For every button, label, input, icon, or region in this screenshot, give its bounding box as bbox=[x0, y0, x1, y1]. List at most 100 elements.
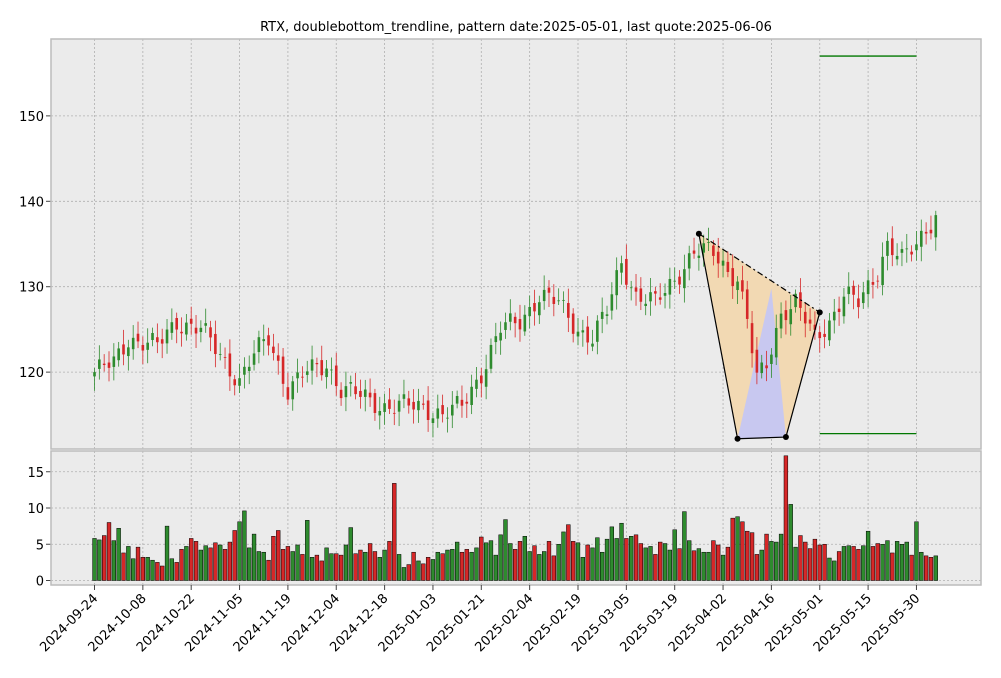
volume-tick-label: 10 bbox=[27, 502, 44, 517]
candle-body bbox=[504, 322, 507, 330]
volume-panel-frame bbox=[50, 450, 982, 586]
candle-body bbox=[170, 322, 174, 333]
volume-bar bbox=[367, 543, 373, 581]
candle-body bbox=[276, 355, 280, 361]
candle-body bbox=[117, 348, 120, 361]
volume-bar bbox=[725, 546, 731, 581]
volume-y-axis: 0 5 10 15 bbox=[27, 466, 51, 590]
candle-body bbox=[320, 360, 324, 376]
candle-body bbox=[658, 297, 662, 300]
candle-body bbox=[436, 408, 440, 419]
volume-bar bbox=[595, 537, 600, 581]
candle-body bbox=[876, 280, 880, 282]
volume-bar bbox=[919, 551, 924, 581]
candle-body bbox=[596, 320, 599, 342]
volume-bar bbox=[803, 541, 808, 581]
volume-bar bbox=[638, 543, 644, 581]
volume-bar bbox=[309, 557, 315, 581]
volume-bar bbox=[382, 549, 387, 581]
candle-body bbox=[194, 327, 198, 334]
candle-body bbox=[736, 281, 739, 291]
candle-body bbox=[98, 359, 101, 369]
candle-body bbox=[518, 319, 522, 330]
volume-bar bbox=[890, 552, 895, 581]
candle-body bbox=[151, 332, 154, 341]
volume-bar bbox=[237, 521, 242, 581]
candle-body bbox=[489, 344, 493, 369]
volume-bar bbox=[198, 549, 204, 581]
volume-bar bbox=[798, 535, 803, 581]
candle-body bbox=[750, 323, 754, 354]
candle-body bbox=[199, 327, 203, 333]
candle-body bbox=[702, 243, 706, 253]
candle-body bbox=[480, 375, 483, 384]
candle-body bbox=[165, 329, 169, 344]
volume-bar bbox=[856, 549, 861, 581]
candle-body bbox=[586, 326, 589, 343]
volume-bar bbox=[155, 562, 160, 581]
price-panel-frame bbox=[50, 38, 982, 450]
volume-bar bbox=[300, 554, 305, 581]
candle-body bbox=[712, 245, 715, 256]
volume-bar bbox=[111, 540, 116, 581]
volume-bar bbox=[425, 557, 431, 581]
volume-bar bbox=[512, 549, 518, 581]
volume-bar bbox=[498, 534, 503, 581]
volume-bar bbox=[377, 557, 382, 581]
volume-bar bbox=[396, 554, 402, 581]
candle-body bbox=[615, 270, 618, 296]
candle-body bbox=[770, 354, 773, 364]
volume-bar bbox=[430, 559, 436, 581]
volume-bar bbox=[314, 554, 320, 581]
volume-bar bbox=[150, 559, 155, 581]
candle-body bbox=[102, 363, 106, 366]
volume-bar bbox=[459, 551, 465, 581]
volume-bar bbox=[290, 551, 295, 581]
candle-body bbox=[291, 381, 295, 400]
volume-bar bbox=[846, 545, 851, 581]
candle-body bbox=[247, 366, 251, 371]
volume-bar bbox=[629, 536, 634, 581]
volume-bar bbox=[619, 522, 624, 581]
candle-body bbox=[465, 401, 469, 404]
chart-title: RTX, doublebottom_trendline, pattern dat… bbox=[260, 20, 772, 35]
candle-body bbox=[310, 359, 314, 371]
volume-bar bbox=[745, 530, 750, 581]
volume-bar bbox=[338, 554, 344, 581]
candle-body bbox=[634, 287, 638, 292]
volume-bar bbox=[295, 544, 300, 581]
volume-bar bbox=[353, 553, 358, 581]
candle-body bbox=[218, 354, 222, 355]
candle-body bbox=[760, 362, 764, 374]
volume-bars bbox=[92, 455, 938, 581]
candle-body bbox=[774, 327, 778, 358]
volume-bar bbox=[164, 525, 170, 581]
candle-body bbox=[731, 268, 735, 287]
candle-body bbox=[417, 400, 420, 411]
candle-body bbox=[837, 308, 841, 313]
volume-bar bbox=[401, 567, 407, 581]
volume-bar bbox=[440, 553, 445, 581]
volume-bar bbox=[566, 524, 571, 581]
candle-body bbox=[272, 346, 275, 354]
candle-body bbox=[146, 342, 149, 350]
volume-bar bbox=[851, 546, 856, 581]
candle-body bbox=[910, 251, 913, 255]
price-tick-label: 140 bbox=[19, 195, 44, 210]
volume-bar bbox=[885, 540, 890, 581]
volume-bar bbox=[788, 504, 793, 581]
volume-bar bbox=[774, 541, 779, 581]
candle-body bbox=[852, 285, 855, 295]
candle-body bbox=[663, 293, 667, 296]
volume-bar bbox=[633, 534, 639, 581]
volume-bar bbox=[604, 538, 610, 581]
candle-body bbox=[707, 242, 710, 243]
candle-body bbox=[639, 288, 643, 302]
candle-body bbox=[131, 337, 135, 350]
candle-body bbox=[929, 229, 933, 234]
volume-bar bbox=[836, 551, 842, 581]
volume-bar bbox=[469, 551, 474, 581]
candle-body bbox=[886, 240, 889, 256]
candle-body bbox=[243, 366, 246, 375]
volume-bar bbox=[474, 547, 479, 581]
